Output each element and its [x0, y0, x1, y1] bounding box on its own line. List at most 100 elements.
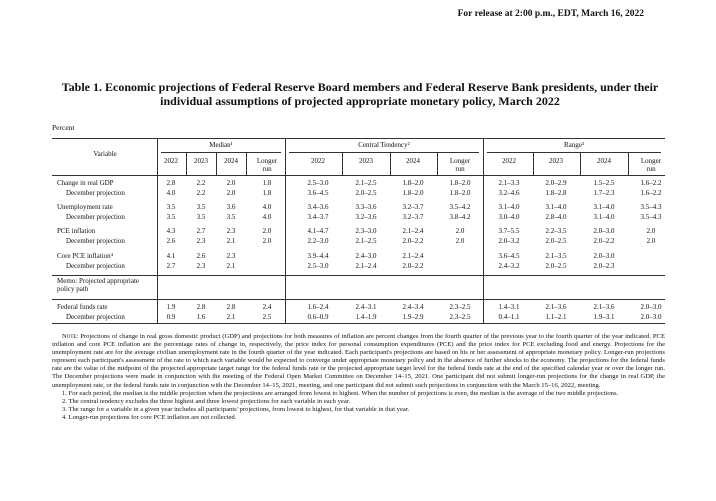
table-cell: 2.4–3.1 — [355, 303, 377, 311]
table-cell: 2.0–2.5 — [355, 189, 377, 197]
table-cell: 3.1–4.0 — [545, 203, 567, 211]
rule — [161, 152, 281, 153]
table-cell: 3.8–4.2 — [449, 213, 471, 221]
table-cell: 3.5 — [196, 203, 206, 211]
table-cell: 2.8 — [166, 179, 176, 187]
table-cell: 3.6–4.5 — [498, 252, 520, 260]
table-cell: 1.8–2.0 — [402, 189, 424, 197]
table-cell: 1.1–2.1 — [545, 313, 567, 321]
note-text: Projections of change in real gross dome… — [52, 333, 665, 389]
table-cell: 2.0 — [226, 179, 236, 187]
table-cell: 2.3 — [196, 262, 206, 270]
table-cell: 2.2–3.5 — [545, 227, 567, 235]
table-cell: 3.5 — [166, 203, 176, 211]
table-cell: 0.6–0.9 — [307, 313, 329, 321]
table-cell: 1.5–2.5 — [593, 179, 615, 187]
table-cell: 2.1 — [226, 262, 236, 270]
group-header: Range³ — [564, 141, 584, 149]
rule — [487, 152, 661, 153]
table-cell: 2.4–3.2 — [498, 262, 520, 270]
rule — [289, 152, 479, 153]
table-cell: 2.0–3.0 — [593, 252, 615, 260]
table-cell: 3.1–4.0 — [593, 203, 615, 211]
table-cell: 2.5–3.0 — [307, 262, 329, 270]
table-cell: 1.8–2.0 — [449, 189, 471, 197]
table-cell: 4.0 — [262, 203, 272, 211]
table-cell: 3.2–3.6 — [355, 213, 377, 221]
table-cell: 4.1 — [166, 252, 176, 260]
table-cell: 3.4–3.6 — [307, 203, 329, 211]
row-label: December projection — [66, 189, 125, 197]
unit-label: Percent — [52, 123, 75, 132]
table-cell: 3.6–4.5 — [307, 189, 329, 197]
table-cell: 2.0–3.2 — [498, 237, 520, 245]
table-cell: 2.0–2.2 — [402, 262, 424, 270]
footnote: 4. Longer-run projections for core PCE i… — [62, 413, 237, 421]
table-cell: 2.1–3.5 — [545, 252, 567, 260]
table-cell: 2.1–2.5 — [355, 237, 377, 245]
group-header: Median¹ — [209, 141, 233, 149]
table-cell: 3.2–3.7 — [402, 203, 424, 211]
table-cell: 3.5 — [166, 213, 176, 221]
year-header: Longer run — [256, 157, 278, 173]
rule — [52, 299, 665, 300]
table-cell: 2.1–3.6 — [545, 303, 567, 311]
table-cell: 3.5–4.3 — [640, 203, 662, 211]
table-cell: 2.1–3.6 — [593, 303, 615, 311]
table-cell: 2.3–2.5 — [449, 303, 471, 311]
table-cell: 2.2 — [196, 189, 206, 197]
table-cell: 2.8 — [196, 303, 206, 311]
rule — [216, 153, 217, 175]
release-line: For release at 2:00 p.m., EDT, March 16,… — [457, 9, 644, 19]
table-cell: 2.0–2.9 — [545, 179, 567, 187]
table-cell: 2.8 — [226, 303, 236, 311]
table-cell: 2.0–2.2 — [402, 237, 424, 245]
table-cell: 2.3–3.0 — [355, 227, 377, 235]
table-cell: 3.3–3.6 — [355, 203, 377, 211]
table-cell: 2.0 — [262, 227, 272, 235]
table-cell: 2.2 — [196, 179, 206, 187]
table-cell: 1.6–2.2 — [640, 189, 662, 197]
table-cell: 2.0–3.0 — [640, 303, 662, 311]
year-header: 2022 — [502, 157, 516, 165]
rule — [533, 153, 534, 175]
table-cell: 3.4–3.7 — [307, 213, 329, 221]
column-header: Variable — [93, 150, 117, 158]
table-cell: 0.4–1.1 — [498, 313, 520, 321]
table-cell: 3.5–4.3 — [640, 213, 662, 221]
rule — [52, 275, 665, 276]
year-header: 2023 — [549, 157, 563, 165]
table-cell: 4.0 — [166, 189, 176, 197]
note-label: Note: — [62, 333, 79, 340]
table-cell: 2.6 — [196, 252, 206, 260]
rule — [342, 153, 343, 175]
year-header: 2023 — [194, 157, 208, 165]
table-cell: 2.5 — [262, 313, 272, 321]
group-header: Central Tendency² — [358, 141, 410, 149]
table-cell: 2.4 — [262, 303, 272, 311]
row-label: December projection — [66, 237, 125, 245]
year-header: Longer run — [640, 157, 662, 173]
table-cell: 1.6–2.2 — [640, 179, 662, 187]
table-cell: 2.3–2.5 — [449, 313, 471, 321]
table-cell: 3.2–3.7 — [402, 213, 424, 221]
table-cell: 2.0–3.0 — [640, 313, 662, 321]
table-cell: 3.1–4.0 — [593, 213, 615, 221]
table-cell: 4.0 — [262, 213, 272, 221]
table-cell: 2.4–3.4 — [402, 303, 424, 311]
table-title: Table 1. Economic projections of Federal… — [61, 80, 659, 108]
table-cell: 2.1–2.4 — [402, 252, 424, 260]
table-cell: 2.7 — [196, 227, 206, 235]
rule — [483, 138, 484, 323]
table-cell: 1.8–2.0 — [402, 179, 424, 187]
table-cell: 1.8–2.0 — [449, 179, 471, 187]
rule — [285, 138, 286, 323]
table-cell: 2.1–2.5 — [355, 179, 377, 187]
table-cell: 1.4–1.9 — [355, 313, 377, 321]
note-body: Note: Projections of change in real gros… — [52, 333, 665, 390]
table-cell: 1.9–2.9 — [402, 313, 424, 321]
table-cell: 1.9 — [166, 303, 176, 311]
table-cell: 2.7 — [166, 262, 176, 270]
table-cell: 2.0–3.0 — [593, 227, 615, 235]
table-cell: 2.1–2.4 — [402, 227, 424, 235]
